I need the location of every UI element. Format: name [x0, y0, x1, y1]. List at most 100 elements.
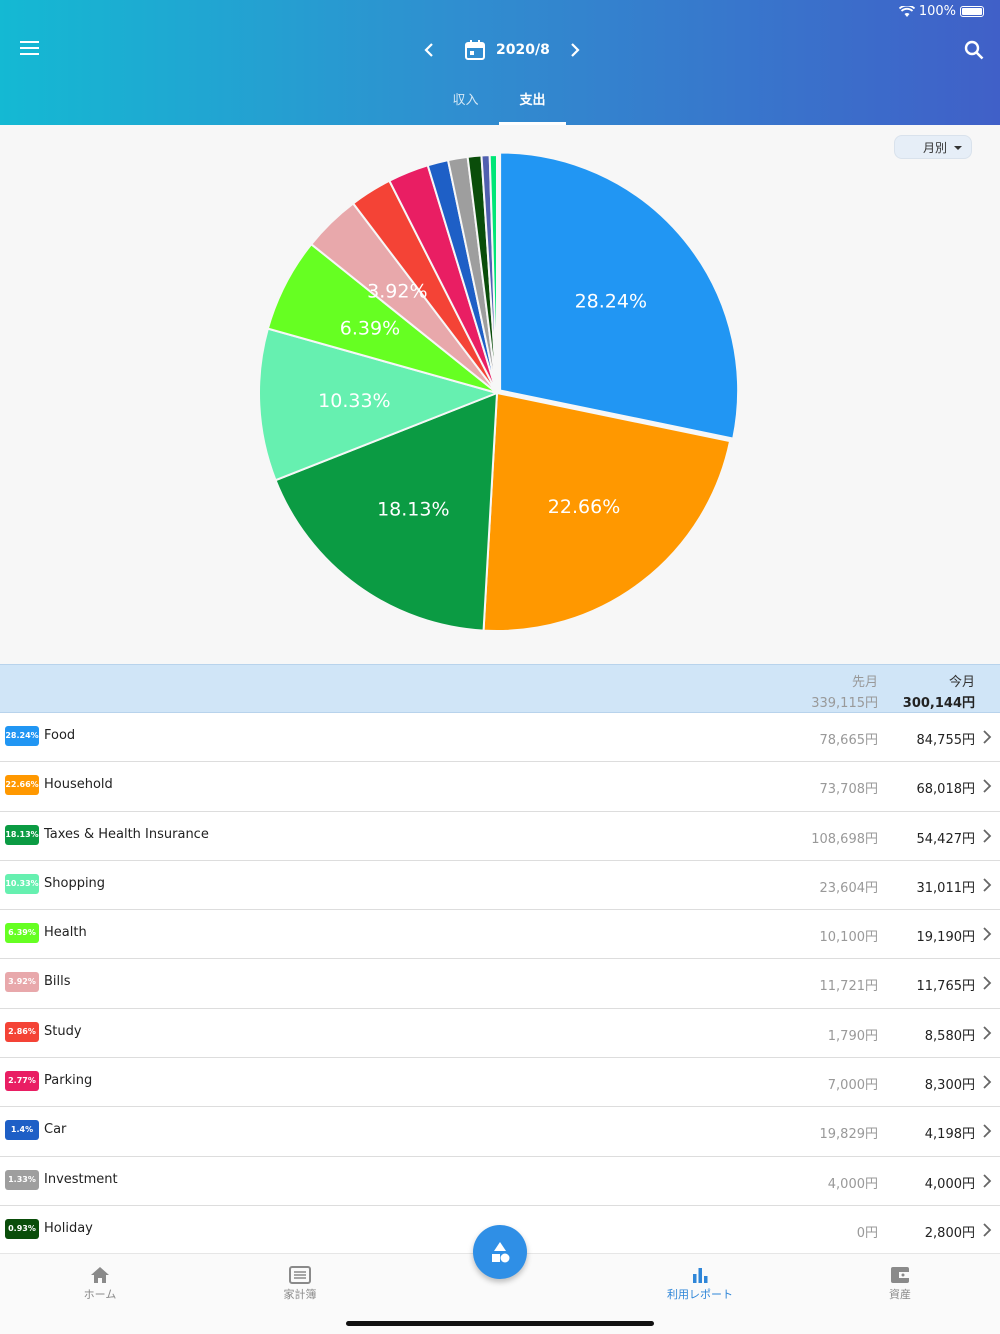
- cur-amount: 4,000円: [924, 1176, 975, 1192]
- percent-badge: 1.4%: [5, 1120, 39, 1141]
- month-navigator: 2020/8: [420, 36, 584, 64]
- prev-month-button[interactable]: [420, 36, 438, 64]
- app-header: 100% 2020/8 収入 支出: [0, 0, 1000, 125]
- chevron-right-icon: [983, 927, 992, 941]
- category-row[interactable]: 1.33% Investment 4,000円 4,000円: [0, 1156, 1000, 1206]
- category-row[interactable]: 6.39% Health 10,100円 19,190円: [0, 910, 1000, 960]
- battery-icon: [960, 6, 984, 17]
- tab-bar: 収入 支出: [432, 84, 566, 125]
- status-bar: 100%: [898, 4, 984, 19]
- percent-badge: 0.93%: [5, 1218, 39, 1239]
- nav-ledger-label: 家計簿: [283, 1288, 317, 1301]
- percent-badge: 3.92%: [5, 972, 39, 993]
- category-name: Food: [44, 728, 76, 743]
- chevron-right-icon: [983, 1075, 992, 1089]
- next-month-button[interactable]: [566, 36, 584, 64]
- pie-slice-label: 28.24%: [575, 290, 647, 312]
- shapes-icon: [492, 1242, 510, 1263]
- nav-assets[interactable]: 資産: [850, 1266, 950, 1302]
- add-entry-fab[interactable]: [473, 1225, 527, 1279]
- prev-amount: 7,000円: [827, 1078, 878, 1094]
- menu-icon[interactable]: [20, 41, 39, 56]
- cur-month-total: 300,144円: [902, 696, 975, 711]
- pie-slice[interactable]: [488, 153, 498, 394]
- category-row[interactable]: 22.66% Household 73,708円 68,018円: [0, 762, 1000, 812]
- tab-income[interactable]: 収入: [452, 93, 479, 108]
- category-row[interactable]: 1.4% Car 19,829円 4,198円: [0, 1107, 1000, 1157]
- pie-slice-label: 3.92%: [367, 281, 427, 303]
- cur-amount: 8,580円: [924, 1028, 975, 1044]
- cur-amount: 84,755円: [916, 733, 976, 748]
- chevron-right-icon: [983, 1026, 992, 1040]
- nav-report[interactable]: 利用レポート: [650, 1266, 750, 1302]
- cur-amount: 31,011円: [916, 880, 976, 896]
- prev-amount: 11,721円: [819, 979, 879, 995]
- nav-report-label: 利用レポート: [667, 1288, 733, 1301]
- pie-slice-label: 6.39%: [340, 318, 400, 340]
- category-row[interactable]: 2.86% Study 1,790円 8,580円: [0, 1008, 1000, 1059]
- cur-amount: 11,765円: [916, 979, 976, 995]
- nav-home[interactable]: ホーム: [50, 1266, 150, 1302]
- chevron-right-icon: [983, 878, 992, 892]
- prev-month-label: 先月: [851, 675, 878, 690]
- category-name: Shopping: [44, 875, 106, 891]
- percent-badge: 28.24%: [5, 726, 39, 746]
- category-name: Car: [44, 1122, 67, 1138]
- caret-down-icon: [954, 146, 962, 150]
- pie-slice-label: 18.13%: [377, 499, 449, 521]
- expense-pie-chart: 28.24% 22.66% 18.13% 10.33% 6.39% 3.92%: [258, 151, 740, 632]
- chevron-right-icon: [983, 1124, 992, 1139]
- nav-ledger[interactable]: 家計簿: [250, 1266, 350, 1302]
- cur-amount: 8,300円: [924, 1078, 975, 1094]
- category-row[interactable]: 18.13% Taxes & Health Insurance 108,698円 54…: [0, 811, 1000, 861]
- percent-badge: 1.33%: [5, 1169, 39, 1190]
- prev-amount: 108,698円: [811, 831, 878, 847]
- search-icon[interactable]: [964, 40, 984, 60]
- chevron-right-icon: [983, 1174, 992, 1188]
- prev-amount: 4,000円: [827, 1176, 878, 1192]
- tab-expense[interactable]: 支出: [499, 84, 566, 125]
- pie-slice[interactable]: [258, 327, 501, 482]
- bar-chart-icon: [693, 1268, 708, 1283]
- prev-amount: 23,604円: [819, 880, 879, 896]
- home-icon: [91, 1267, 109, 1283]
- ledger-icon: [289, 1266, 311, 1284]
- period-dropdown[interactable]: 月別: [894, 135, 972, 159]
- cur-amount: 54,427円: [916, 831, 976, 847]
- category-name: Health: [44, 925, 87, 941]
- category-name: Parking: [44, 1073, 93, 1089]
- category-name: Bills: [44, 974, 71, 990]
- calendar-icon[interactable]: [464, 39, 486, 61]
- category-name: Investment: [44, 1171, 118, 1187]
- cur-amount: 68,018円: [916, 782, 976, 798]
- prev-amount: 73,708円: [819, 782, 879, 798]
- chevron-right-icon: [571, 43, 580, 57]
- chevron-right-icon: [983, 779, 992, 793]
- pie-slice[interactable]: [274, 391, 499, 632]
- category-row[interactable]: 28.24% Food 78,665円 84,755円: [0, 713, 1000, 763]
- period-dropdown-label: 月別: [923, 140, 948, 155]
- cur-month-label: 今月: [948, 675, 975, 690]
- pie-slice-label: 22.66%: [548, 496, 620, 518]
- cur-amount: 19,190円: [916, 930, 976, 946]
- cur-amount: 4,198円: [924, 1127, 975, 1143]
- category-name: Taxes & Health Insurance: [44, 826, 209, 842]
- cur-amount: 2,800円: [924, 1225, 975, 1241]
- pie-slice[interactable]: [482, 391, 732, 632]
- current-month[interactable]: 2020/8: [496, 42, 550, 58]
- pie-slice[interactable]: [499, 151, 740, 440]
- percent-badge: 2.86%: [5, 1021, 39, 1042]
- pie-slice-label: 10.33%: [318, 390, 390, 412]
- percent-badge: 2.77%: [5, 1071, 39, 1092]
- wallet-icon: [891, 1267, 909, 1283]
- chevron-right-icon: [983, 828, 992, 843]
- nav-home-label: ホーム: [83, 1288, 117, 1301]
- category-row[interactable]: 2.77% Parking 7,000円 8,300円: [0, 1058, 1000, 1108]
- category-row[interactable]: 10.33% Shopping 23,604円 31,011円: [0, 860, 1000, 911]
- percent-badge: 10.33%: [5, 873, 39, 894]
- category-row[interactable]: 3.92% Bills 11,721円 11,765円: [0, 959, 1000, 1009]
- category-name: Holiday: [44, 1220, 93, 1236]
- chevron-left-icon: [424, 43, 433, 57]
- category-name: Household: [44, 777, 113, 793]
- prev-amount: 19,829円: [819, 1127, 879, 1143]
